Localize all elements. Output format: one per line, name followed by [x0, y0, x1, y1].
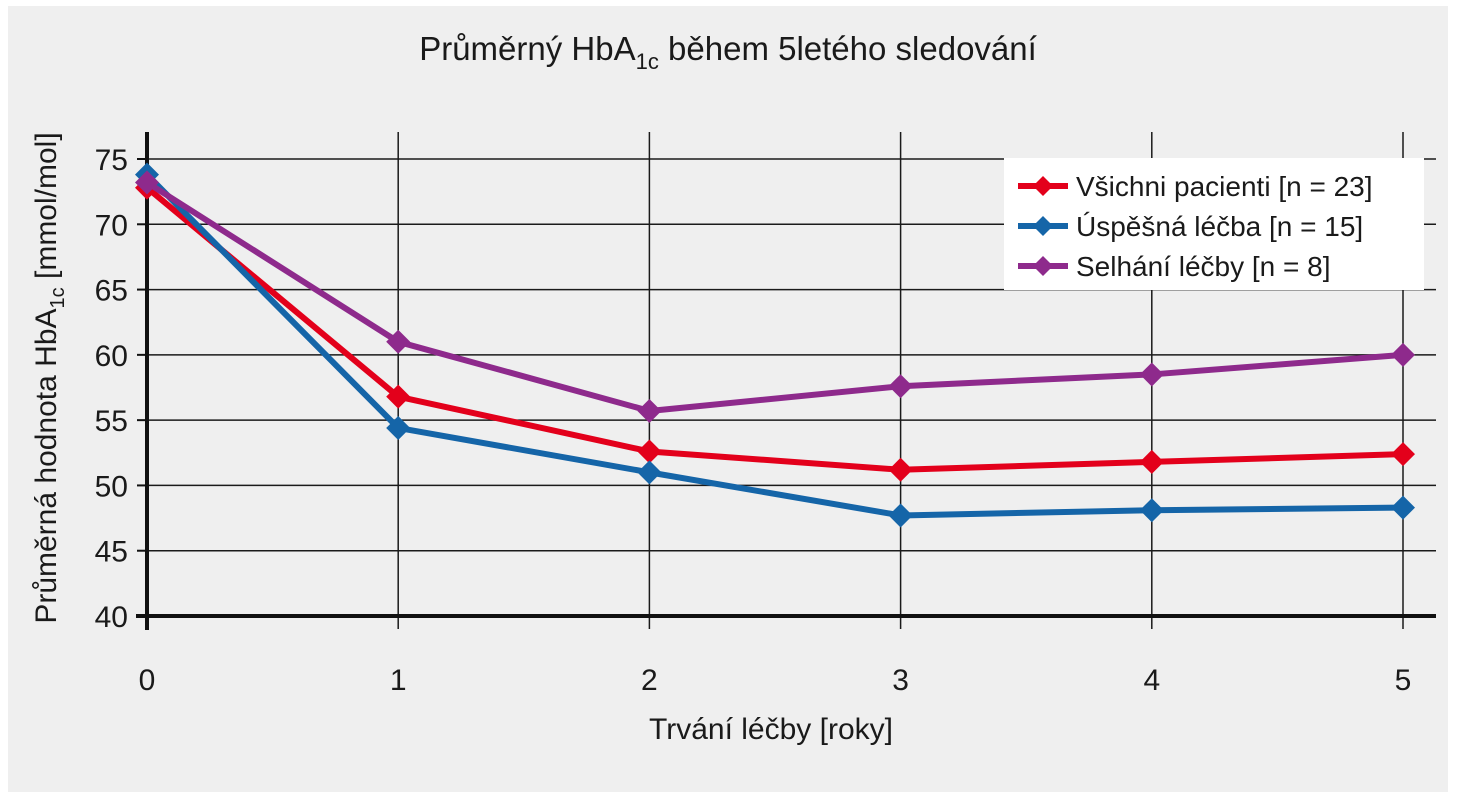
- data-point-2-3: [888, 374, 913, 399]
- legend-marker-2: [1033, 256, 1053, 276]
- data-point-0-4: [1139, 449, 1164, 474]
- y-tick-label-70: 70: [95, 209, 128, 242]
- legend: Všichni pacienti [n = 23] Úspěšná léčba […: [1004, 158, 1424, 290]
- data-point-2-4: [1139, 362, 1164, 387]
- x-tick-label-5: 5: [1395, 664, 1412, 697]
- y-tick-labels: 40 45 50 55 60 65 70 75: [95, 144, 128, 634]
- x-tick-label-0: 0: [139, 664, 156, 697]
- data-point-1-1: [386, 415, 411, 440]
- data-point-1-5: [1391, 495, 1415, 520]
- x-tick-labels: 0 1 2 3 4 5: [139, 664, 1412, 697]
- x-tick-label-1: 1: [390, 664, 407, 697]
- series-line-2: [145, 179, 1404, 415]
- data-point-2-2: [637, 399, 662, 424]
- series-1: [135, 162, 1415, 528]
- series-line-1: [144, 172, 1404, 519]
- legend-label-0: Všichni pacienti [n = 23]: [1076, 171, 1373, 202]
- chart-title: Průměrný HbA1c během 5letého sledování: [419, 30, 1037, 74]
- legend-box: [1004, 158, 1424, 290]
- y-tick-label-65: 65: [95, 275, 128, 308]
- series-group: [135, 162, 1415, 528]
- x-tick-label-4: 4: [1143, 664, 1160, 697]
- data-point-0-2: [637, 439, 662, 464]
- data-point-2-5: [1391, 342, 1415, 367]
- y-axis-label: Průměrná hodnota HbA1c [mmol/mol]: [30, 132, 69, 623]
- x-axis-label: Trvání léčby [roky]: [649, 713, 893, 746]
- x-tick-label-2: 2: [641, 664, 658, 697]
- data-point-1-4: [1139, 498, 1164, 523]
- data-point-0-1: [386, 384, 411, 409]
- data-point-0-5: [1391, 442, 1415, 467]
- data-point-2-0: [135, 170, 159, 195]
- series-2: [135, 170, 1415, 424]
- y-tick-label-55: 55: [95, 405, 128, 438]
- legend-marker-1: [1033, 216, 1053, 236]
- legend-label-1: Úspěšná léčba [n = 15]: [1076, 211, 1363, 242]
- x-tick-label-3: 3: [892, 664, 909, 697]
- chart-panel: [8, 6, 1448, 792]
- y-tick-label-75: 75: [95, 144, 128, 177]
- y-tick-label-40: 40: [95, 601, 128, 634]
- data-point-1-3: [888, 503, 913, 528]
- legend-marker-0: [1033, 176, 1053, 196]
- y-tick-label-50: 50: [95, 470, 128, 503]
- data-point-2-1: [386, 329, 411, 354]
- series-line-0: [145, 185, 1404, 473]
- y-tick-label-60: 60: [95, 340, 128, 373]
- y-tick-label-45: 45: [95, 536, 128, 569]
- legend-label-2: Selhání léčby [n = 8]: [1076, 251, 1331, 282]
- data-point-1-2: [637, 460, 662, 485]
- data-point-0-3: [888, 457, 913, 482]
